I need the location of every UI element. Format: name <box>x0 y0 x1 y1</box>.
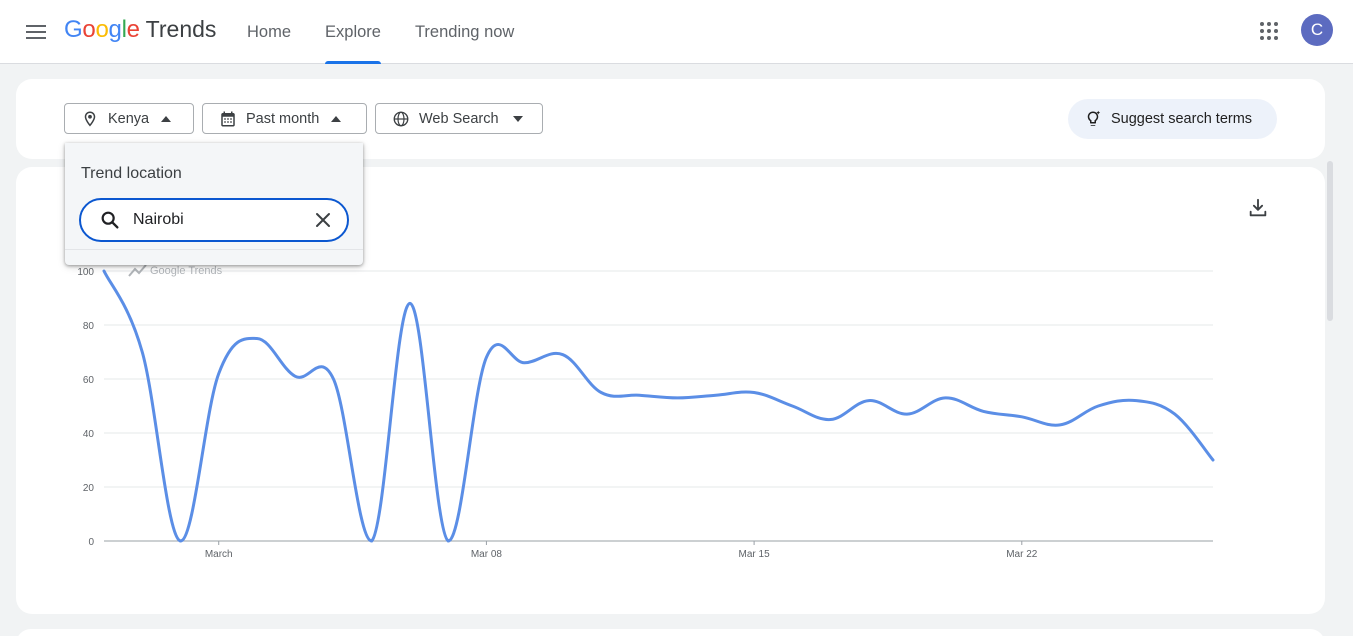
search-type-label: Web Search <box>419 110 499 127</box>
logo-google-word: Google <box>64 16 140 44</box>
logo-letter: o <box>82 16 96 43</box>
location-pin-icon <box>84 111 96 126</box>
search-type-filter-button[interactable]: Web Search <box>375 103 543 134</box>
download-icon[interactable] <box>1247 197 1269 219</box>
logo-letter: e <box>126 16 140 43</box>
y-axis-ticks: 0 20 40 60 80 100 <box>77 267 94 548</box>
location-filter-label: Kenya <box>108 110 150 127</box>
y-tick-label: 20 <box>83 483 95 494</box>
google-trends-watermark: Google Trends <box>128 264 223 277</box>
trend-arrow-icon <box>128 264 147 277</box>
logo-letter: g <box>108 16 122 43</box>
calendar-icon <box>221 111 235 126</box>
nav-tab-trending-now[interactable]: Trending now <box>414 22 515 41</box>
logo-trends-word: Trends <box>145 16 217 42</box>
x-tick-label: Mar 22 <box>1006 549 1038 560</box>
clear-icon[interactable] <box>313 210 333 230</box>
hamburger-menu-icon[interactable] <box>24 20 48 44</box>
suggest-search-terms-label: Suggest search terms <box>1111 111 1253 127</box>
location-filter-button[interactable]: Kenya <box>64 103 194 134</box>
logo-letter: l <box>121 16 127 43</box>
next-card <box>16 629 1325 636</box>
y-tick-label: 40 <box>83 429 95 440</box>
caret-up-icon <box>331 115 342 122</box>
y-tick-label: 80 <box>83 321 95 332</box>
logo-letter: o <box>95 16 109 43</box>
sparkle-lightbulb-icon <box>1087 110 1101 126</box>
suggest-search-terms-button[interactable]: Suggest search terms <box>1068 99 1277 139</box>
main-nav: Home Explore Trending now <box>230 0 531 64</box>
dropdown-divider <box>65 249 363 250</box>
y-tick-label: 60 <box>83 375 95 386</box>
chart-grid <box>104 270 1213 542</box>
y-tick-label: 0 <box>88 537 94 548</box>
dropdown-title: Trend location <box>81 165 182 182</box>
x-tick-label: Mar 15 <box>739 549 771 560</box>
interest-line-chart: 0 20 40 60 80 100 March Mar 08 Mar 15 Mar 22 Goo… <box>77 264 1215 560</box>
globe-icon <box>393 111 409 126</box>
search-icon <box>101 211 119 229</box>
top-app-bar: Google Trends Home Explore Trending now … <box>0 0 1353 64</box>
account-avatar[interactable]: C <box>1301 14 1333 46</box>
logo-letter: G <box>64 16 83 43</box>
x-tick-label: Mar 08 <box>471 549 503 560</box>
trend-location-dropdown: Trend location <box>65 143 363 265</box>
nav-tab-explore[interactable]: Explore <box>308 0 398 64</box>
series-line <box>102 269 1215 543</box>
google-apps-grid-icon[interactable] <box>1258 20 1280 42</box>
location-search-box[interactable] <box>79 198 349 242</box>
caret-up-icon <box>161 115 172 122</box>
x-axis-ticks: March Mar 08 Mar 15 Mar 22 <box>205 541 1038 560</box>
caret-down-icon <box>512 115 523 122</box>
x-tick-label: March <box>205 549 233 560</box>
watermark-text: Google Trends <box>150 265 223 277</box>
y-tick-label: 100 <box>77 267 94 278</box>
page-scrollbar[interactable] <box>1327 161 1333 321</box>
time-range-filter-button[interactable]: Past month <box>202 103 367 134</box>
google-trends-logo[interactable]: Google Trends <box>64 16 216 46</box>
location-search-input[interactable] <box>133 211 303 229</box>
time-range-label: Past month <box>246 110 320 127</box>
nav-tab-home[interactable]: Home <box>247 22 292 41</box>
